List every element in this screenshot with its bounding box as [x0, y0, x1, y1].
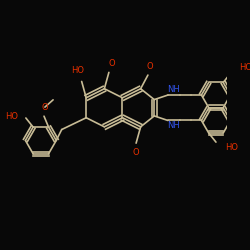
Text: NH: NH [167, 122, 180, 130]
Text: O: O [42, 102, 48, 112]
Text: HO: HO [225, 143, 238, 152]
Text: HO: HO [71, 66, 84, 75]
Text: HO: HO [240, 64, 250, 72]
Text: NH: NH [167, 85, 180, 94]
Text: HO: HO [5, 112, 18, 121]
Text: O: O [108, 59, 115, 68]
Text: O: O [133, 148, 140, 157]
Text: O: O [146, 62, 153, 72]
